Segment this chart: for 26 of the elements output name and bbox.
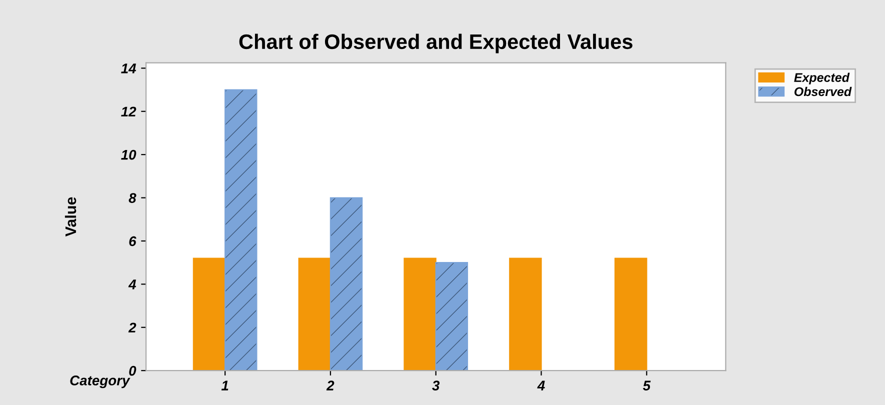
bar [509,258,542,371]
legend-label: Expected [794,72,850,84]
bar [330,197,363,371]
bar [404,258,436,371]
y-tick-label: 4 [128,280,136,290]
y-axis-title: Value [64,197,76,237]
bar [192,258,226,371]
y-tick-label: 6 [129,236,136,246]
y-tick-label: 12 [121,106,136,116]
y-tick-label: 8 [128,193,136,203]
bar [224,89,258,371]
chart-title: Chart of Observed and Expected Values [239,34,632,54]
x-tick-label: 1 [221,380,228,390]
legend-label: Observed [794,86,852,96]
x-tick-label: 3 [432,380,440,390]
bar [435,262,468,371]
x-axis-title: Category [70,376,130,388]
bar [614,258,648,371]
x-tick-label: 2 [326,380,334,390]
x-tick-label: 5 [642,380,651,390]
y-tick-label: 10 [121,150,136,160]
bar [298,258,332,371]
y-tick-label: 14 [121,64,136,74]
x-tick-label: 4 [537,380,545,390]
y-tick-label: 0 [129,366,136,376]
y-tick-label: 2 [128,322,136,332]
